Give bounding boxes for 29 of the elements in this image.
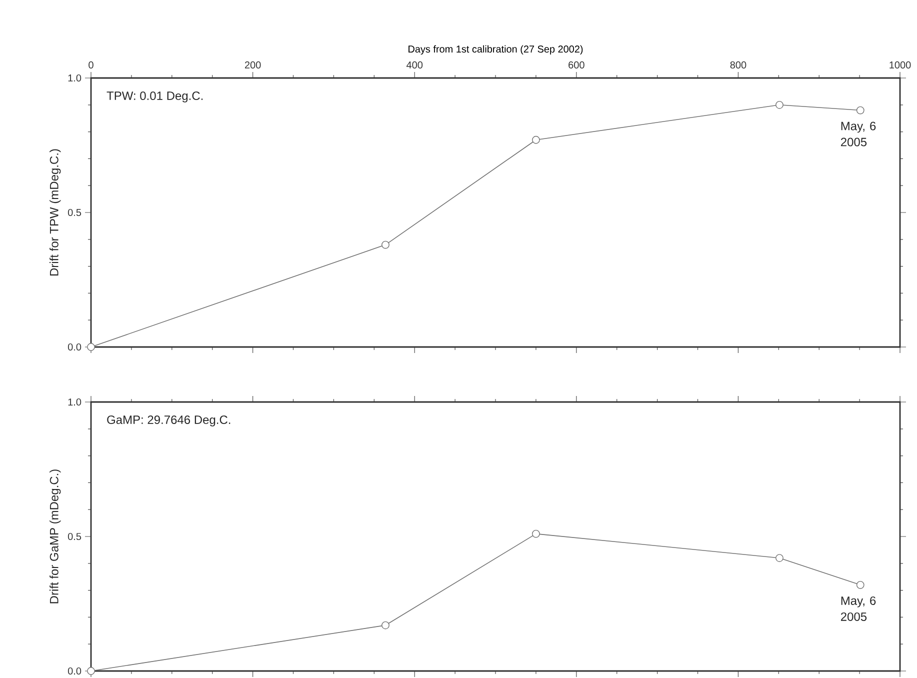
y-tick-label: 1.0 [68, 398, 82, 406]
point [532, 136, 540, 144]
point [87, 667, 95, 675]
y-tick-label: 0.0 [68, 343, 82, 351]
annotation: GaMP: 29.7646 Deg.C. [107, 416, 230, 426]
y-axis-title: Drift for GaMP (mDeg.C.) [50, 470, 61, 604]
point [776, 554, 784, 562]
annotation: May, 6 2005 [840, 596, 876, 621]
annotation: TPW: 0.01 Deg.C. [106, 92, 203, 102]
x-tick-label: 600 [568, 61, 584, 68]
y-axis-title: Drift for TPW (mDeg.C.) [50, 149, 61, 276]
x-tick-label: 400 [406, 61, 423, 68]
y-tick-label: 1.0 [68, 74, 82, 82]
y-tick-label: 0.0 [68, 667, 82, 675]
y-tick-label: 0.5 [68, 208, 82, 216]
annotation: May, 6 2005 [840, 122, 876, 146]
x-tick-label: 1000 [890, 61, 911, 68]
point [856, 106, 864, 114]
x-tick-label: 200 [244, 61, 261, 68]
y-tick-label: 0.5 [68, 532, 82, 540]
point [776, 100, 784, 109]
point [87, 343, 95, 351]
x-tick-label: 0 [88, 61, 94, 68]
point [532, 530, 540, 538]
point [856, 580, 864, 589]
point [382, 240, 390, 249]
x-axis-title: Days from 1st calibration (27 Sep 2002) [408, 45, 583, 55]
x-tick-label: 800 [730, 61, 746, 68]
point [382, 621, 390, 630]
